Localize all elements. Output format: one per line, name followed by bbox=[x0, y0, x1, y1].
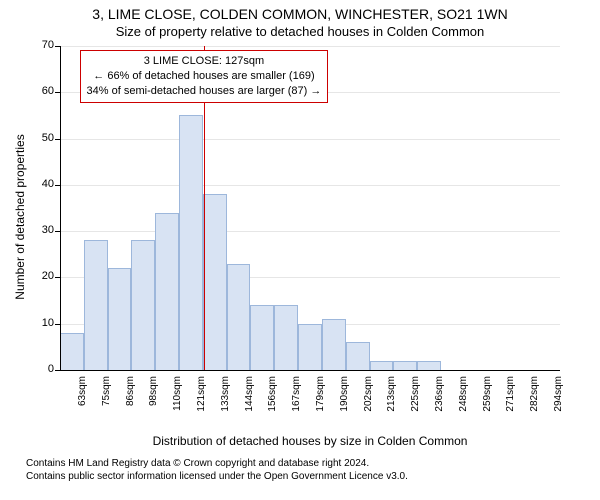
footer-attribution: Contains HM Land Registry data © Crown c… bbox=[26, 458, 408, 483]
gridline bbox=[60, 231, 560, 232]
histogram-bar bbox=[155, 213, 179, 370]
x-tick-label: 294sqm bbox=[553, 376, 564, 476]
y-tick-label: 70 bbox=[26, 39, 54, 51]
x-tick-label: 259sqm bbox=[482, 376, 493, 476]
x-tick-label: 271sqm bbox=[505, 376, 516, 476]
x-tick-label: 225sqm bbox=[410, 376, 421, 476]
plot-area: 01020304050607063sqm75sqm86sqm98sqm110sq… bbox=[60, 46, 560, 370]
y-tick-label: 60 bbox=[26, 85, 54, 97]
y-tick-label: 50 bbox=[26, 132, 54, 144]
y-tick-label: 40 bbox=[26, 178, 54, 190]
title-address: 3, LIME CLOSE, COLDEN COMMON, WINCHESTER… bbox=[0, 6, 600, 22]
annotation-line-3: 34% of semi-detached houses are larger (… bbox=[87, 84, 322, 99]
histogram-bar bbox=[322, 319, 346, 370]
gridline bbox=[60, 139, 560, 140]
histogram-bar bbox=[393, 361, 417, 370]
histogram-bar bbox=[108, 268, 132, 370]
x-tick-label: 236sqm bbox=[434, 376, 445, 476]
histogram-bar bbox=[131, 240, 155, 370]
histogram-bar bbox=[346, 342, 370, 370]
footer-line-1: Contains HM Land Registry data © Crown c… bbox=[26, 458, 408, 471]
y-tick-label: 0 bbox=[26, 363, 54, 375]
footer-line-2: Contains public sector information licen… bbox=[26, 471, 408, 484]
chart-root: 3, LIME CLOSE, COLDEN COMMON, WINCHESTER… bbox=[0, 0, 600, 500]
histogram-bar bbox=[370, 361, 394, 370]
y-axis-label: Number of detached properties bbox=[13, 67, 27, 367]
title-subtitle: Size of property relative to detached ho… bbox=[0, 24, 600, 39]
histogram-bar bbox=[417, 361, 441, 370]
histogram-bar bbox=[227, 264, 251, 370]
gridline bbox=[60, 46, 560, 47]
y-tick-label: 10 bbox=[26, 317, 54, 329]
annotation-box: 3 LIME CLOSE: 127sqm← 66% of detached ho… bbox=[80, 50, 329, 103]
y-tick-label: 20 bbox=[26, 270, 54, 282]
x-axis-line bbox=[60, 370, 560, 371]
y-tick-label: 30 bbox=[26, 224, 54, 236]
x-tick-label: 248sqm bbox=[458, 376, 469, 476]
histogram-bar bbox=[203, 194, 227, 370]
y-axis-line bbox=[60, 46, 61, 370]
histogram-bar bbox=[84, 240, 108, 370]
annotation-line-1: 3 LIME CLOSE: 127sqm bbox=[87, 54, 322, 69]
histogram-bar bbox=[298, 324, 322, 370]
x-axis-label: Distribution of detached houses by size … bbox=[60, 434, 560, 448]
histogram-bar bbox=[274, 305, 298, 370]
histogram-bar bbox=[250, 305, 274, 370]
histogram-bar bbox=[179, 115, 203, 370]
x-tick-label: 282sqm bbox=[529, 376, 540, 476]
annotation-line-2: ← 66% of detached houses are smaller (16… bbox=[87, 69, 322, 84]
gridline bbox=[60, 185, 560, 186]
histogram-bar bbox=[60, 333, 84, 370]
